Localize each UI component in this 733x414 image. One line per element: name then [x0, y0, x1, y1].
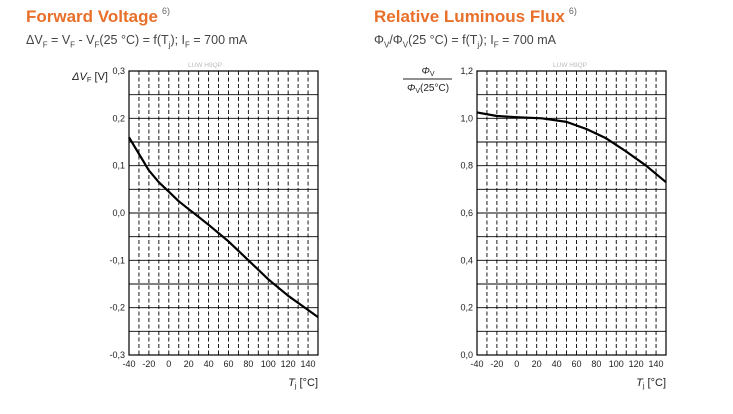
chart1-subtitle-part: ); I: [170, 33, 186, 47]
chart1-watermark: LUW H9QP: [188, 62, 222, 69]
c2-ytick-label: 0,0: [460, 350, 473, 360]
chart2-subtitle-sub: j: [477, 40, 480, 50]
chart1-ylabel-unit: [V]: [91, 71, 108, 83]
c1-ytick-label: -0,1: [109, 255, 125, 265]
c1-xtick-label: -20: [142, 359, 155, 369]
c2-ytick-label: 0,2: [460, 303, 473, 313]
chart2-ylabel-denominator: ΦV(25°C): [407, 83, 449, 95]
chart1-xlabel-sub: j: [294, 381, 297, 390]
chart2-ylabel-num-sub: V: [430, 71, 435, 78]
chart2-watermark: LUW H9QP: [553, 62, 587, 69]
chart1-subtitle: ΔVF = VF - VF(25 °C) = f(Tj); IF = 700 m…: [26, 33, 247, 50]
c1-ytick-label: 0,2: [112, 113, 125, 123]
c1-xtick-label: 100: [261, 359, 276, 369]
c2-xtick-label: 40: [552, 359, 562, 369]
chart2-title-note: 6): [568, 6, 577, 16]
c2-xtick-label: -20: [490, 359, 503, 369]
chart1-subtitle-sub: F: [42, 40, 48, 50]
chart1-ylabel: ΔVF [V]: [71, 71, 108, 84]
chart1-xlabel-main: T: [288, 377, 296, 389]
chart1-title: Forward Voltage 6): [26, 6, 170, 27]
chart2-ylabel-den-rest: (25°C): [420, 83, 449, 94]
c2-xtick-label: 60: [571, 359, 581, 369]
c2-series-line: [476, 111, 667, 184]
c1-xtick-label: 20: [184, 359, 194, 369]
c1-ytick-label: -0,3: [109, 350, 125, 360]
c1-ytick-label: 0,3: [112, 66, 125, 76]
chart1-subtitle-part: = V: [47, 33, 71, 47]
c2-xtick-label: 100: [609, 359, 624, 369]
chart2-title-text: Relative Luminous Flux: [374, 7, 565, 26]
chart2-subtitle-sub: F: [493, 40, 499, 50]
chart1-ylabel-main: ΔV: [71, 71, 88, 83]
chart1-xlabel: Tj [°C]: [288, 377, 318, 390]
chart1-title-text: Forward Voltage: [26, 7, 158, 26]
chart2-ylabel-den-main: Φ: [407, 83, 415, 94]
c2-xtick-label: 0: [514, 359, 519, 369]
c2-ytick-label: 0,4: [460, 255, 473, 265]
chart2-xlabel-sub: j: [642, 381, 645, 390]
chart1-subtitle-sub: F: [185, 40, 190, 50]
chart1-subtitle-sub: j: [168, 40, 171, 50]
c2-ytick-label: 0,8: [460, 161, 473, 171]
c1-series-line: [128, 136, 319, 318]
c1-xtick-label: 140: [301, 359, 316, 369]
c2-xtick-label: 20: [532, 359, 542, 369]
c2-ytick-label: 0,6: [460, 208, 473, 218]
chart2-subtitle: ΦV/ΦV(25 °C) = f(Tj); IF = 700 mA: [374, 33, 556, 50]
c1-xtick-label: 60: [223, 359, 233, 369]
chart2-ylabel: ΦV ΦV(25°C): [403, 66, 452, 95]
chart2-xlabel-main: T: [636, 377, 644, 389]
chart2-subtitle-part: = 700 mA: [498, 33, 556, 47]
chart2-subtitle-part: Φ: [374, 33, 384, 47]
c2-xtick-label: 80: [591, 359, 601, 369]
chart2-subtitle-part: /Φ: [389, 33, 403, 47]
chart1-subtitle-sub: F: [70, 40, 76, 50]
chart2-title: Relative Luminous Flux 6): [374, 6, 577, 27]
c2-ytick-label: 1,0: [460, 113, 473, 123]
c1-xtick-label: 40: [204, 359, 214, 369]
chart2-subtitle-sub: V: [402, 40, 409, 50]
c1-xtick-label: -40: [122, 359, 135, 369]
c1-xtick-label: 120: [281, 359, 296, 369]
c1-ytick-label: -0,2: [109, 303, 125, 313]
chart2-xlabel: Tj [°C]: [636, 377, 666, 390]
chart1-subtitle-part: (25 °C) = f(T: [99, 33, 169, 47]
c2-plot-frame: [476, 70, 667, 356]
c1-plot-frame: [128, 70, 319, 356]
chart2-subtitle-part: (25 °C) = f(T: [408, 33, 478, 47]
c2-xtick-label: -40: [470, 359, 483, 369]
chart1-subtitle-sub: F: [94, 40, 100, 50]
c1-xtick-label: 80: [243, 359, 253, 369]
chart2-subtitle-part: ); I: [479, 33, 494, 47]
c1-ytick-label: 0,1: [112, 161, 125, 171]
c2-xtick-label: 120: [629, 359, 644, 369]
chart1-subtitle-part: ΔV: [26, 33, 43, 47]
chart1-title-note: 6): [161, 6, 170, 16]
chart2-ylabel-numerator: ΦV: [421, 66, 434, 78]
c2-xtick-label: 140: [649, 359, 664, 369]
c1-ytick-label: 0,0: [112, 208, 125, 218]
c1-xtick-label: 0: [166, 359, 171, 369]
chart1-ylabel-sub: F: [87, 75, 92, 84]
c2-ytick-label: 1,2: [460, 66, 473, 76]
chart1-subtitle-part: = 700 mA: [189, 33, 248, 47]
chart2-xlabel-unit: [°C]: [644, 377, 666, 389]
chart2-ylabel-den-sub: V: [415, 88, 420, 95]
chart1-xlabel-unit: [°C]: [296, 377, 318, 389]
chart2-subtitle-sub: V: [383, 40, 390, 50]
chart1-subtitle-part: - V: [75, 33, 95, 47]
chart2-ylabel-num-main: Φ: [421, 66, 429, 77]
